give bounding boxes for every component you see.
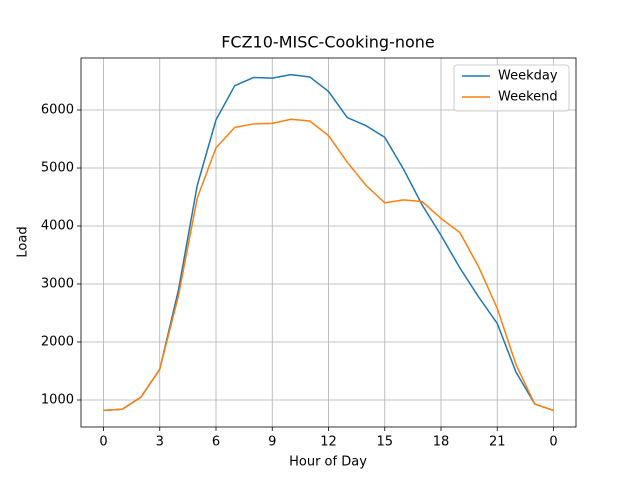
y-tick-label: 1000 xyxy=(41,392,74,407)
x-tick-label: 15 xyxy=(376,435,393,450)
x-tick-label: 12 xyxy=(320,435,337,450)
chart-title: FCZ10-MISC-Cooking-none xyxy=(221,33,435,52)
y-tick-label: 2000 xyxy=(41,334,74,349)
y-axis-label: Load xyxy=(16,226,31,257)
plot-frame xyxy=(80,57,577,428)
y-tick-label: 4000 xyxy=(41,219,74,234)
y-tick-label: 3000 xyxy=(41,276,74,291)
x-axis-label: Hour of Day xyxy=(289,455,367,470)
y-tick-label: 5000 xyxy=(41,161,74,176)
x-tick-label: 3 xyxy=(156,435,164,450)
x-tick-label: 6 xyxy=(212,435,220,450)
x-tick-label: 0 xyxy=(99,435,107,450)
x-tick-label: 9 xyxy=(268,435,276,450)
data-line xyxy=(103,73,554,412)
x-tick-label: 0 xyxy=(549,435,557,450)
legend-label: Weekday xyxy=(498,69,558,84)
y-tick-label: 6000 xyxy=(41,103,74,118)
x-tick-label: 21 xyxy=(489,435,506,450)
legend-label: Weekend xyxy=(498,90,558,105)
data-line xyxy=(103,118,554,412)
x-tick-label: 18 xyxy=(433,435,450,450)
